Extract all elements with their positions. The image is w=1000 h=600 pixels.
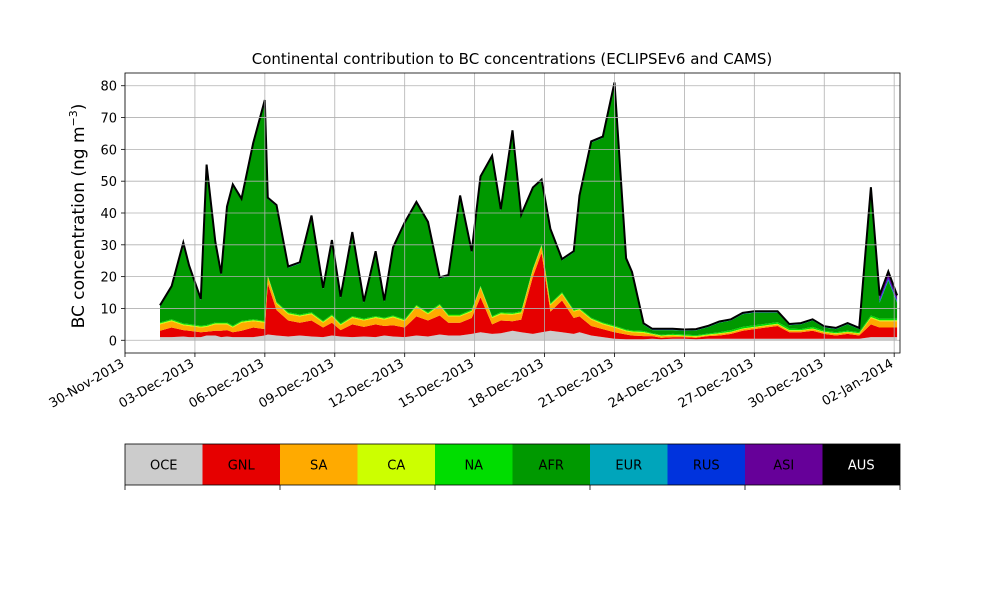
- legend-label-eur: EUR: [615, 459, 642, 474]
- legend-label-na: NA: [464, 459, 483, 474]
- legend-swatch-asi: [745, 444, 823, 485]
- legend-swatch-aus: [822, 444, 900, 485]
- legend-frame: [124, 443, 901, 486]
- series-area-oce: [160, 330, 898, 341]
- x-tick-label: 06-Dec-2013: [186, 356, 266, 411]
- legend-swatch-eur: [590, 444, 668, 485]
- legend-label-ca: CA: [387, 459, 405, 474]
- legend-swatch-rus: [667, 444, 745, 485]
- y-tick-label: 80: [100, 80, 117, 95]
- y-axis-label: BC concentration (ng m−3): [67, 104, 89, 329]
- legend-label-gnl: GNL: [228, 459, 256, 474]
- legend-colorbar: OCE GNL SA CA NA AFR EUR RUS ASI AUS: [124, 443, 901, 490]
- x-tick-label: 15-Dec-2013: [396, 356, 476, 411]
- legend-swatch-ca: [357, 444, 435, 485]
- x-tick-label: 21-Dec-2013: [536, 356, 616, 411]
- legend-swatch-sa: [280, 444, 358, 485]
- x-tick-label: 18-Dec-2013: [466, 356, 546, 411]
- chart-title: Continental contribution to BC concentra…: [252, 50, 773, 68]
- x-tick-label: 27-Dec-2013: [676, 356, 756, 411]
- y-tick-label: 20: [100, 271, 117, 286]
- plot-area: [159, 82, 899, 341]
- y-tick-label: 40: [100, 207, 117, 222]
- legend-label-afr: AFR: [539, 459, 564, 474]
- legend-label-rus: RUS: [693, 459, 720, 474]
- x-tick-label: 24-Dec-2013: [606, 356, 686, 411]
- y-tick-label: 70: [100, 112, 117, 127]
- legend-label-oce: OCE: [150, 459, 178, 474]
- x-tick-label: 30-Nov-2013: [47, 356, 127, 411]
- y-tick-label: 10: [100, 302, 117, 317]
- legend-label-asi: ASI: [773, 459, 794, 474]
- legend-swatch-gnl: [202, 444, 280, 485]
- x-tick-label: 30-Dec-2013: [746, 356, 826, 411]
- y-tick-label: 30: [100, 239, 117, 254]
- plot-frame: [124, 72, 901, 354]
- x-tick-label: 03-Dec-2013: [117, 356, 197, 411]
- legend-swatch-afr: [512, 444, 590, 485]
- y-tick-label: 50: [100, 175, 117, 190]
- series-area-gnl: [160, 252, 898, 340]
- series-area-afr: [160, 83, 898, 336]
- legend-label-sa: SA: [310, 459, 327, 474]
- legend-swatch-na: [435, 444, 513, 485]
- x-tick-label: 12-Dec-2013: [326, 356, 406, 411]
- legend-swatch-oce: [125, 444, 203, 485]
- legend-label-aus: AUS: [848, 459, 875, 474]
- x-tick-label: 02-Jan-2014: [820, 356, 897, 409]
- series-area-sa: [160, 246, 898, 338]
- y-tick-label: 0: [109, 334, 117, 349]
- x-tick-label: 09-Dec-2013: [256, 356, 336, 411]
- y-tick-label: 60: [100, 143, 117, 158]
